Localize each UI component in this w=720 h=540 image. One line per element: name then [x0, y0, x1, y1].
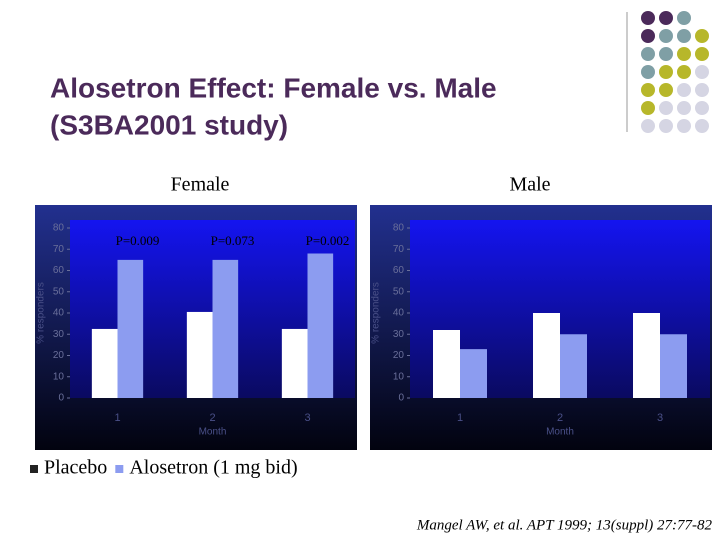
dot [659, 29, 673, 43]
chart-title: Male [509, 174, 550, 196]
y-tick-label: 50 [393, 286, 405, 297]
dot [641, 119, 655, 133]
bar [186, 311, 213, 398]
dot [659, 101, 673, 115]
legend-label: Placebo [44, 457, 107, 479]
bar [560, 334, 587, 398]
dot [677, 119, 691, 133]
citation: Mangel AW, et al. APT 1999; 13(suppl) 27… [416, 517, 713, 533]
dot [677, 65, 691, 79]
bar [433, 330, 460, 398]
dot [641, 101, 655, 115]
y-tick-label: 10 [53, 371, 65, 382]
p-value-annotation: P=0.073 [211, 233, 255, 248]
x-tick-label: 3 [657, 412, 663, 424]
dot [695, 29, 709, 43]
x-axis-label: Month [546, 427, 574, 438]
slide-title: Alosetron Effect: Female vs. Male [50, 72, 497, 103]
dot [659, 83, 673, 97]
y-tick-label: 0 [398, 393, 404, 404]
y-tick-label: 10 [393, 371, 405, 382]
dot [677, 47, 691, 61]
bar [91, 328, 118, 398]
dot [641, 29, 655, 43]
slide-title: (S3BA2001 study) [50, 109, 288, 140]
dot [659, 65, 673, 79]
dot [641, 11, 655, 25]
x-tick-label: 2 [557, 412, 563, 424]
x-axis-label: Month [199, 427, 227, 438]
p-value-annotation: P=0.002 [306, 233, 350, 248]
dot [695, 65, 709, 79]
bar [533, 313, 560, 398]
bar [633, 313, 660, 398]
dot [659, 119, 673, 133]
dot [695, 119, 709, 133]
x-tick-label: 1 [114, 412, 120, 424]
dot [659, 11, 673, 25]
y-tick-label: 70 [393, 244, 405, 255]
y-tick-label: 20 [53, 350, 65, 361]
dot [695, 83, 709, 97]
chart-title: Female [171, 174, 230, 196]
legend-label: Alosetron (1 mg bid) [129, 457, 297, 479]
dot-pattern [641, 11, 709, 133]
x-tick-label: 2 [209, 412, 215, 424]
bar [460, 349, 487, 398]
y-tick-label: 50 [53, 286, 65, 297]
dot [677, 83, 691, 97]
y-tick-label: 70 [53, 244, 65, 255]
p-value-annotation: P=0.009 [116, 233, 160, 248]
y-tick-label: 60 [53, 265, 65, 276]
legend-marker [115, 465, 124, 473]
y-tick-label: 30 [53, 329, 65, 340]
y-axis-label: % responders [36, 282, 47, 344]
dot [695, 47, 709, 61]
dot [695, 101, 709, 115]
dot [677, 11, 691, 25]
x-tick-label: 1 [457, 412, 463, 424]
dot [641, 65, 655, 79]
y-tick-label: 40 [53, 308, 65, 319]
y-axis-label: % responders [371, 282, 382, 344]
y-tick-label: 60 [393, 265, 405, 276]
y-tick-label: 20 [393, 350, 405, 361]
dot [677, 101, 691, 115]
bar [117, 259, 144, 398]
dot [677, 29, 691, 43]
legend-marker [30, 465, 38, 473]
y-tick-label: 30 [393, 329, 405, 340]
dot [641, 83, 655, 97]
bar [307, 253, 334, 398]
bar [660, 334, 687, 398]
y-tick-label: 80 [53, 223, 65, 234]
dot [659, 47, 673, 61]
bar [212, 259, 239, 398]
y-tick-label: 80 [393, 223, 405, 234]
x-tick-label: 3 [304, 412, 310, 424]
y-tick-label: 40 [393, 308, 405, 319]
y-tick-label: 0 [58, 393, 64, 404]
bar [281, 328, 308, 398]
dot [641, 47, 655, 61]
